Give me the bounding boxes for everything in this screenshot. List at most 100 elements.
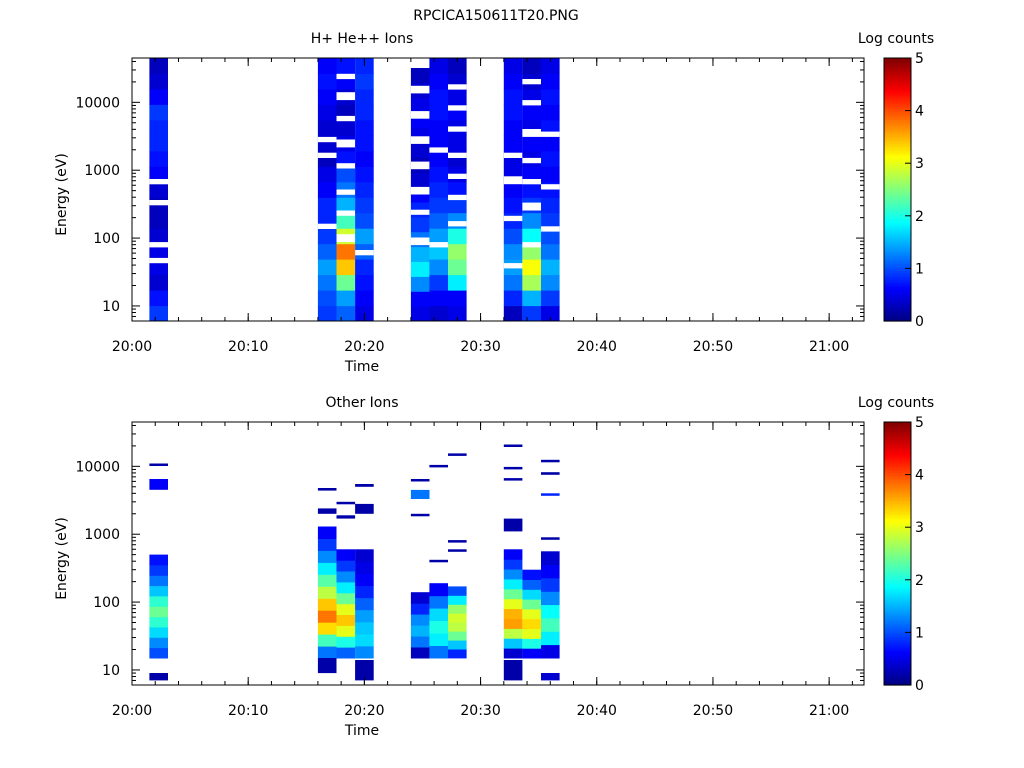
heatmap-cell — [149, 88, 168, 105]
colorbar-swatch — [884, 511, 911, 515]
heatmap-cell — [317, 634, 337, 647]
heatmap-cell — [336, 58, 356, 74]
heatmap-cell — [336, 274, 356, 291]
colorbar-swatch — [884, 575, 911, 579]
heatmap-cell — [317, 562, 337, 575]
y-tick-label: 100 — [93, 231, 120, 247]
heatmap-cell — [522, 608, 541, 620]
heatmap-cell — [541, 631, 560, 646]
colorbar-swatch — [884, 614, 911, 618]
heatmap-cell — [149, 554, 168, 566]
data-gap — [336, 92, 356, 101]
colorbar-swatch — [884, 66, 911, 70]
heatmap-cell — [522, 228, 541, 245]
heatmap-cell — [410, 636, 430, 648]
colorbar-swatch — [884, 647, 911, 651]
colorbar-swatch — [884, 483, 911, 487]
heatmap-cell — [503, 578, 523, 590]
colorbar-swatch — [884, 549, 911, 552]
heatmap-cell — [448, 595, 467, 605]
x-tick-label: 20:40 — [577, 703, 617, 719]
heatmap-cell — [410, 614, 430, 626]
colorbar-label: Log counts — [858, 31, 934, 47]
heatmap-cell — [522, 104, 541, 121]
colorbar-swatch — [884, 562, 911, 566]
colorbar-swatch — [884, 222, 911, 226]
colorbar-swatch — [884, 64, 911, 68]
colorbar-swatch — [884, 161, 911, 164]
heatmap-cell — [541, 673, 560, 681]
data-gap — [317, 223, 337, 229]
colorbar-swatch — [884, 520, 911, 524]
heatmap-cell — [410, 142, 430, 158]
heatmap-cell — [149, 673, 168, 681]
colorbar-swatch — [884, 224, 911, 228]
colorbar-swatch — [884, 621, 911, 625]
y-axis-label: Energy (eV) — [54, 517, 70, 600]
heatmap-cell — [355, 104, 374, 121]
colorbar-swatch — [884, 204, 911, 208]
heatmap-cell — [503, 274, 523, 291]
colorbar-swatch — [884, 158, 911, 162]
colorbar-swatch — [884, 301, 911, 305]
colorbar-swatch — [884, 608, 911, 612]
data-gap — [410, 186, 430, 195]
x-axis-label: Time — [344, 359, 379, 375]
heatmap-cell — [448, 274, 467, 291]
heatmap-cell — [410, 172, 430, 188]
data-gap — [503, 263, 523, 269]
colorbar-swatch — [884, 424, 911, 427]
heatmap-cell — [448, 649, 467, 659]
heatmap-cell — [317, 104, 337, 121]
heatmap-cell — [522, 166, 541, 183]
y-tick-label: 10000 — [75, 95, 120, 111]
heatmap-cell — [149, 166, 168, 183]
heatmap-cell — [410, 261, 430, 277]
heatmap-cell — [541, 88, 560, 105]
colorbar-swatch — [884, 682, 911, 686]
colorbar-tick-label: 0 — [915, 678, 924, 694]
heatmap-cell — [448, 197, 467, 214]
heatmap-cell — [448, 640, 467, 650]
data-gap — [522, 157, 541, 164]
data-gap — [541, 184, 560, 190]
heatmap-cell — [541, 459, 560, 463]
colorbar-swatch — [884, 505, 911, 509]
colorbar-swatch — [884, 90, 911, 94]
heatmap-cell — [355, 166, 374, 183]
colorbar-swatch — [884, 318, 911, 322]
heatmap-cell — [317, 598, 337, 611]
heatmap-cell — [522, 135, 541, 152]
heatmap-cell — [448, 586, 467, 596]
heatmap-cell — [541, 551, 560, 566]
heatmap-cell — [355, 621, 374, 635]
heatmap-cell — [410, 276, 430, 292]
heatmap-cell — [336, 614, 356, 626]
heatmap-cell — [503, 305, 523, 322]
heatmap-cell — [429, 645, 448, 659]
colorbar-swatch — [884, 246, 911, 250]
colorbar-swatch — [884, 176, 911, 180]
colorbar-swatch — [884, 274, 911, 278]
heatmap-cell — [149, 565, 168, 576]
colorbar-swatch — [884, 217, 911, 221]
heatmap-cell — [336, 197, 356, 214]
heatmap-cell — [355, 633, 374, 647]
heatmap-cell — [522, 305, 541, 322]
heatmap-cell — [149, 463, 168, 466]
heatmap-cell — [503, 638, 523, 649]
heatmap-cell — [317, 550, 337, 563]
heatmap-cell — [522, 259, 541, 276]
colorbar-tick-label: 1 — [915, 625, 924, 641]
heatmap-cell — [541, 150, 560, 167]
colorbar-swatch — [884, 527, 911, 530]
heatmap-cell — [149, 627, 168, 638]
colorbar: 0 1 2 3 4 5 Log counts — [858, 31, 934, 330]
heatmap-cell — [317, 119, 337, 136]
colorbar-swatch — [884, 454, 911, 458]
heatmap-cell — [149, 290, 168, 307]
data-gap — [149, 257, 168, 264]
colorbar-swatch — [884, 147, 911, 151]
colorbar-swatch — [884, 437, 911, 441]
colorbar-swatch — [884, 77, 911, 81]
